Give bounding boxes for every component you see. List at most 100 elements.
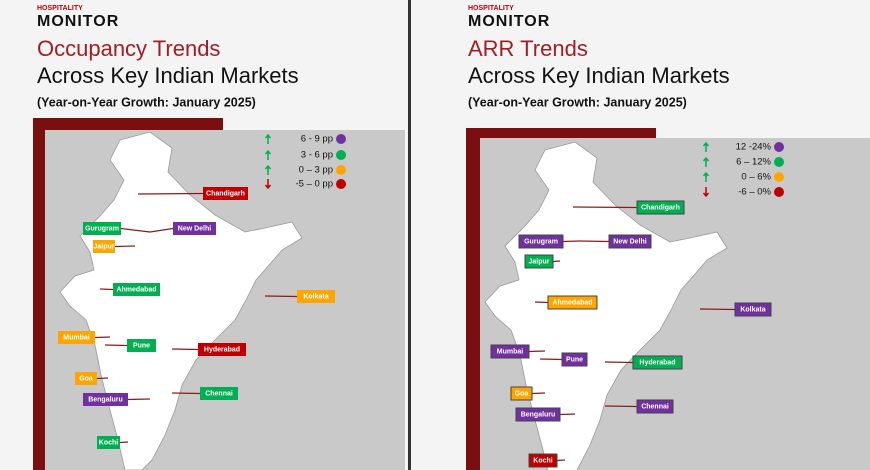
brand: MONITOR — [468, 13, 550, 30]
leader-line — [604, 405, 638, 408]
legend-label: 12 -24% — [736, 142, 772, 153]
leader-line — [119, 441, 129, 444]
leader-line — [562, 240, 581, 243]
leader-line — [531, 392, 546, 395]
leader-line — [94, 336, 111, 339]
city-tag — [518, 234, 564, 249]
city-label: Kolkata — [740, 306, 765, 313]
city-tag — [528, 453, 558, 468]
city-tag — [83, 393, 128, 406]
subtitle: (Year-on-Year Growth: January 2025) — [37, 95, 256, 109]
leader-line — [127, 398, 151, 401]
divider — [408, 0, 411, 470]
brand-top: HOSPITALITY — [468, 5, 514, 12]
city-label: Bengaluru — [521, 411, 556, 418]
legend-arrow — [702, 187, 710, 198]
legend-dot — [336, 134, 346, 144]
city-label: Chennai — [641, 403, 669, 410]
legend-label: 6 – 12% — [736, 157, 771, 168]
city-label: New Delhi — [178, 225, 212, 232]
city-label: Chandigarh — [206, 190, 245, 197]
city-tag — [510, 386, 533, 401]
city-label: Pune — [566, 356, 583, 363]
leader-line — [556, 459, 566, 462]
legend-arrow — [702, 171, 710, 182]
legend-label: -5 – 0 pp — [296, 179, 334, 190]
city-label: Hyderabad — [639, 359, 675, 366]
city-tag — [734, 302, 772, 317]
city-label: Mumbai — [63, 334, 90, 341]
city-tag — [58, 331, 95, 344]
city-label: Jaipur — [528, 258, 549, 265]
city-tag — [524, 254, 554, 269]
legend-arrow — [264, 149, 272, 160]
legend-label: 6 - 9 pp — [301, 134, 333, 145]
city-tag — [608, 234, 652, 249]
city-tag — [297, 290, 335, 303]
leader-line — [137, 192, 204, 195]
city-tag — [200, 387, 238, 400]
city-tag — [83, 222, 121, 235]
title-line1: Occupancy Trends — [37, 36, 220, 61]
legend-dot — [336, 179, 346, 189]
leader-line — [534, 301, 549, 304]
legend-arrow — [264, 179, 272, 190]
title-line2: Across Key Indian Markets — [468, 63, 730, 88]
city-label: Pune — [133, 342, 150, 349]
leader-line — [539, 358, 563, 361]
leader-line — [149, 227, 174, 233]
legend-dot — [774, 187, 784, 197]
city-label: Ahmedabad — [552, 299, 592, 306]
legend-dot — [336, 165, 346, 175]
legend-arrow — [702, 156, 710, 167]
city-label: Mumbai — [497, 348, 524, 355]
city-tag — [127, 339, 156, 352]
legend-label: 0 – 3 pp — [299, 165, 333, 176]
leader-line — [552, 260, 561, 263]
leader-line — [572, 206, 638, 209]
legend-dot — [774, 172, 784, 182]
legend-label: 3 - 6 pp — [301, 150, 333, 161]
city-label: Bengaluru — [88, 396, 123, 403]
legend-arrow — [264, 133, 272, 144]
city-label: Gurugram — [85, 225, 119, 232]
city-tag — [547, 295, 598, 310]
city-label: New Delhi — [613, 238, 647, 245]
leader-line — [604, 361, 634, 364]
leader-line — [528, 350, 546, 353]
legend-dot — [336, 150, 346, 160]
legend-arrow — [702, 141, 710, 152]
leader-line — [171, 348, 199, 351]
city-label: Kolkata — [303, 293, 328, 300]
city-label: Kochi — [99, 439, 119, 446]
india-map — [59, 131, 303, 470]
city-tag — [561, 352, 588, 367]
legend-dot — [774, 157, 784, 167]
legend-label: -6 – 0% — [738, 187, 771, 198]
leader-line — [699, 308, 736, 311]
city-label: Goa — [79, 375, 93, 382]
legend-arrow — [264, 164, 272, 175]
leader-line — [99, 288, 114, 291]
leader-line — [96, 377, 109, 380]
city-tag — [636, 200, 685, 215]
city-label: Chennai — [205, 390, 233, 397]
city-label: Gurugram — [524, 238, 558, 245]
brand: MONITOR — [37, 13, 119, 30]
leader-line — [104, 344, 128, 347]
city-label: Chandigarh — [641, 204, 680, 211]
legend-label: 0 – 6% — [741, 172, 771, 183]
city-tag — [515, 407, 561, 422]
leader-line — [114, 245, 136, 248]
city-tag — [173, 222, 216, 235]
city-label: Kochi — [533, 457, 553, 464]
city-tag — [93, 240, 115, 253]
city-tag — [97, 436, 120, 449]
title-line2: Across Key Indian Markets — [37, 63, 299, 88]
city-label: Goa — [515, 390, 529, 397]
city-tag — [632, 355, 683, 370]
legend-dot — [774, 142, 784, 152]
brand-top: HOSPITALITY — [37, 5, 83, 12]
city-tag — [75, 372, 97, 385]
